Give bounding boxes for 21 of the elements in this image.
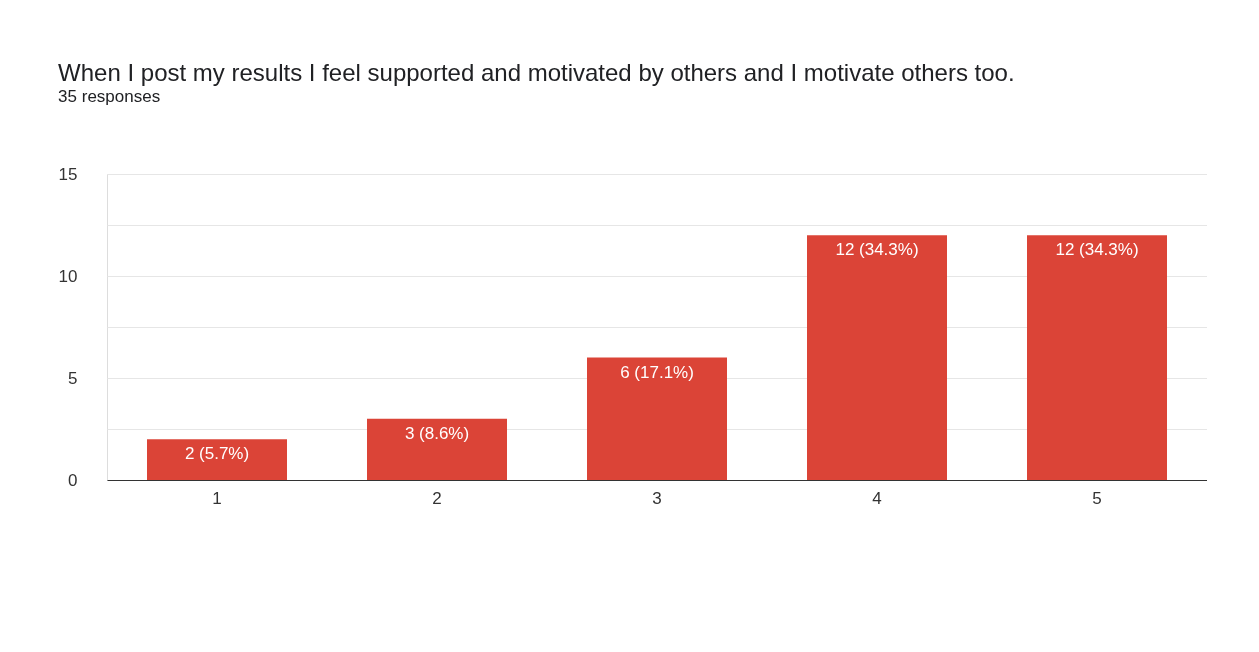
x-tick-label: 2	[432, 488, 442, 508]
bar	[367, 418, 507, 480]
x-tick-label: 5	[1092, 488, 1102, 508]
data-label: 12 (34.3%)	[1055, 240, 1139, 260]
bar	[1027, 235, 1167, 480]
bar	[587, 357, 727, 480]
y-tick-label: 5	[68, 368, 78, 388]
data-label: 3 (8.6%)	[404, 423, 470, 443]
x-tick-label: 4	[872, 488, 882, 508]
data-label: 6 (17.1%)	[620, 362, 694, 382]
chart-subtitle: 35 responses	[58, 87, 161, 106]
x-tick-label: 1	[212, 488, 222, 508]
y-tick-label: 15	[58, 164, 78, 184]
chart-title: When I post my results I feel supported and motivated by others and I motivate others too.	[58, 59, 1015, 86]
data-label: 12 (34.3%)	[835, 240, 919, 260]
x-tick-label: 3	[652, 488, 662, 508]
bar	[807, 235, 947, 480]
data-label: 2 (5.7%)	[184, 444, 250, 464]
y-tick-label: 10	[58, 266, 78, 286]
y-tick-label: 0	[68, 470, 78, 490]
bar	[147, 439, 287, 480]
